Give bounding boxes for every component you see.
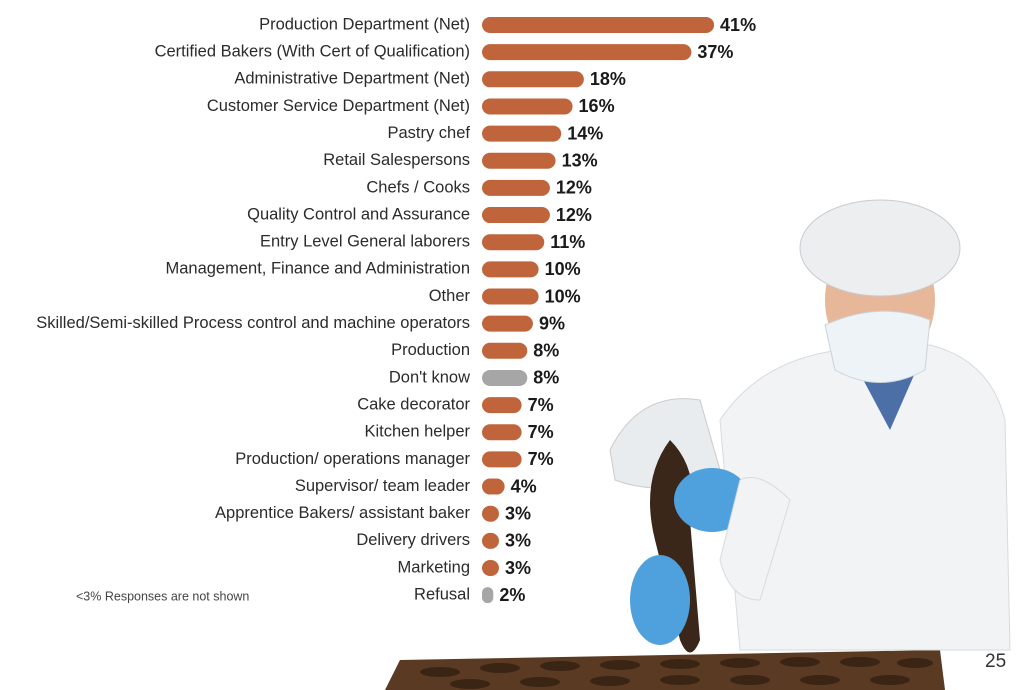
category-label: Skilled/Semi-skilled Process control and… (36, 314, 470, 332)
bar (482, 587, 494, 604)
value-label: 4% (511, 476, 537, 496)
bar (482, 478, 505, 495)
category-label: Delivery drivers (356, 531, 470, 549)
value-label: 10% (545, 259, 581, 279)
value-label: 13% (562, 151, 598, 171)
category-label: Marketing (398, 558, 470, 576)
footnote: <3% Responses are not shown (76, 589, 249, 603)
category-label: Don't know (389, 368, 470, 386)
bar (482, 505, 499, 522)
photo (385, 199, 1011, 690)
category-label: Quality Control and Assurance (247, 205, 470, 223)
bar (482, 261, 539, 278)
category-label: Other (429, 287, 471, 305)
value-label: 8% (533, 368, 559, 388)
category-label: Management, Finance and Administration (165, 260, 470, 278)
category-label: Kitchen helper (365, 423, 471, 441)
value-label: 12% (556, 205, 592, 225)
value-label: 3% (505, 531, 531, 551)
value-label: 7% (528, 395, 554, 415)
value-label: 41% (720, 15, 756, 35)
value-label: 8% (533, 341, 559, 361)
category-label: Refusal (414, 586, 470, 604)
value-label: 3% (505, 503, 531, 523)
bar (482, 560, 499, 576)
bar (482, 98, 573, 115)
value-label: 7% (528, 422, 554, 442)
bar (482, 152, 556, 169)
bar (482, 17, 715, 33)
category-label: Retail Salespersons (323, 151, 470, 169)
category-label: Certified Bakers (With Cert of Qualifica… (155, 43, 470, 61)
category-label: Apprentice Bakers/ assistant baker (215, 504, 470, 522)
bar (482, 532, 499, 549)
value-label: 18% (590, 69, 626, 89)
value-label: 12% (556, 178, 592, 198)
bar (482, 125, 562, 142)
value-label: 37% (697, 42, 733, 62)
bar (482, 369, 528, 386)
bar (482, 71, 584, 88)
category-label: Production/ operations manager (235, 450, 470, 468)
category-label: Production Department (Net) (259, 15, 470, 33)
category-label: Administrative Department (Net) (234, 70, 470, 88)
category-label: Chefs / Cooks (366, 178, 470, 196)
category-label: Cake decorator (357, 395, 470, 413)
category-label: Customer Service Department (Net) (207, 97, 470, 115)
value-label: 16% (579, 96, 615, 116)
bar (482, 315, 533, 332)
category-label: Production (391, 341, 470, 359)
category-label: Supervisor/ team leader (295, 477, 471, 495)
value-label: 14% (567, 123, 603, 143)
value-label: 7% (528, 449, 554, 469)
value-label: 11% (550, 232, 585, 252)
value-label: 2% (499, 585, 525, 605)
value-label: 10% (545, 286, 581, 306)
value-label: 9% (539, 313, 565, 333)
bar (482, 451, 522, 468)
page-number: 25 (985, 651, 1006, 672)
bar (482, 342, 528, 359)
bar (482, 179, 550, 196)
bar (482, 207, 550, 224)
category-label: Pastry chef (387, 124, 470, 142)
bar (482, 424, 522, 441)
value-label: 3% (505, 558, 531, 578)
bar (482, 44, 692, 61)
bar (482, 288, 539, 305)
bar (482, 234, 545, 251)
category-label: Entry Level General laborers (260, 233, 470, 251)
bar (482, 397, 522, 414)
